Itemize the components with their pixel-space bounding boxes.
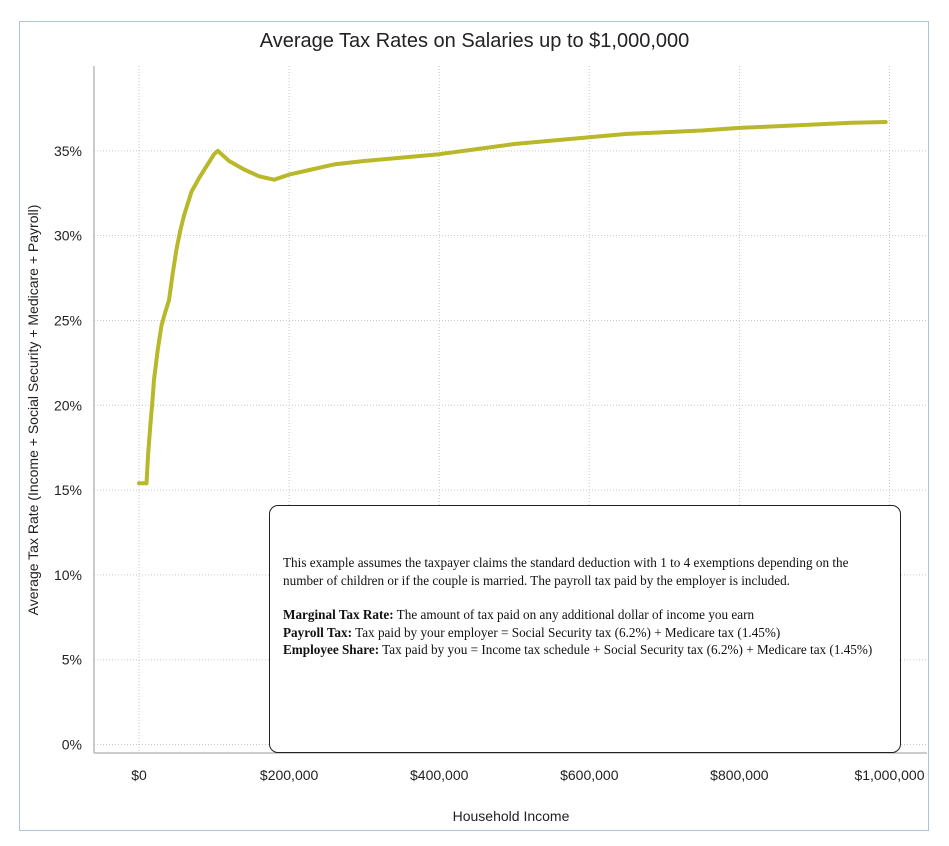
y-tick-label-0: 0% bbox=[62, 737, 82, 753]
note-payroll-text: Tax paid by your employer = Social Secur… bbox=[352, 624, 781, 640]
note-marginal-text: The amount of tax paid on any additional… bbox=[393, 607, 755, 622]
x-tick-label-2: $400,000 bbox=[410, 767, 469, 783]
note-payroll-term: Payroll Tax: bbox=[283, 624, 353, 640]
y-tick-label-7: 35% bbox=[54, 143, 82, 159]
y-tick-label-4: 20% bbox=[54, 397, 82, 413]
y-axis-label: Average Tax Rate (Income + Social Securi… bbox=[25, 205, 41, 616]
y-tick-label-5: 25% bbox=[54, 312, 82, 328]
x-tick-label-3: $600,000 bbox=[560, 767, 619, 783]
note-employee-term: Employee Share: bbox=[283, 642, 380, 657]
y-tick-label-2: 10% bbox=[54, 567, 82, 583]
tick-labels: 0% 5% 10% 15% 20% 25% 30% 35% $0 $200,000 $400,000… bbox=[54, 143, 925, 783]
gridlines bbox=[94, 66, 927, 753]
note-intro: This example assumes the taxpayer claims… bbox=[283, 555, 849, 588]
x-tick-label-1: $200,000 bbox=[260, 767, 319, 783]
x-tick-label-5: $1,000,000 bbox=[854, 767, 924, 783]
y-tick-label-1: 5% bbox=[62, 652, 82, 668]
chart-frame bbox=[19, 21, 929, 831]
y-tick-label-6: 30% bbox=[54, 228, 82, 244]
note-employee: Employee Share: Tax paid by you = Income… bbox=[283, 641, 888, 659]
x-tick-label-0: $0 bbox=[131, 767, 147, 783]
series-line-0 bbox=[137, 120, 888, 486]
axes bbox=[93, 66, 927, 754]
x-tick-label-4: $800,000 bbox=[710, 767, 769, 783]
note-payroll: Payroll Tax: Tax paid by your employer =… bbox=[283, 624, 888, 642]
chart-title: Average Tax Rates on Salaries up to $1,0… bbox=[259, 30, 690, 52]
note-box: This example assumes the taxpayer claims… bbox=[269, 505, 901, 753]
note-marginal: Marginal Tax Rate: The amount of tax pai… bbox=[283, 606, 888, 624]
x-axis-label: Household Income bbox=[453, 808, 570, 824]
series-layer bbox=[137, 120, 888, 486]
note-marginal-term: Marginal Tax Rate: bbox=[283, 607, 394, 622]
note-employee-text: Tax paid by you = Income tax schedule + … bbox=[379, 642, 873, 657]
y-tick-label-3: 15% bbox=[54, 482, 82, 498]
